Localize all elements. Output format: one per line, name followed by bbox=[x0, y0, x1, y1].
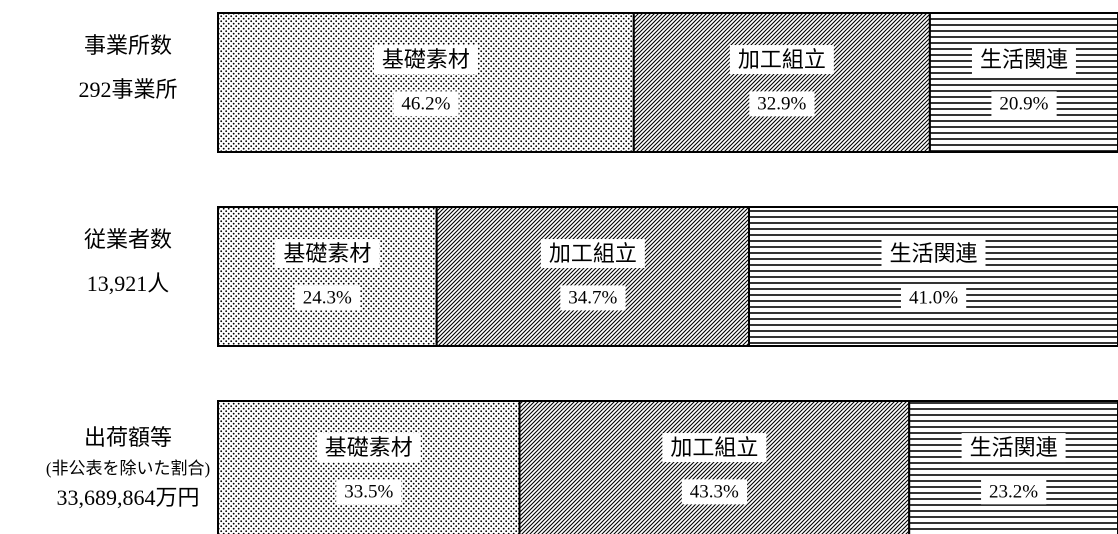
category-label: (非公表を除いた割合) bbox=[46, 459, 210, 478]
data-label: 生活関連 bbox=[970, 435, 1058, 460]
category-label: 事業所数 bbox=[84, 33, 172, 58]
bar-segment bbox=[632, 12, 931, 153]
bar-segment bbox=[748, 206, 1118, 347]
bar-segment bbox=[217, 400, 521, 534]
label-background bbox=[540, 239, 645, 269]
label-background bbox=[336, 479, 402, 505]
label-background bbox=[981, 479, 1047, 505]
label-background bbox=[971, 45, 1076, 75]
label-background bbox=[560, 285, 626, 311]
data-label: 基礎素材 bbox=[325, 435, 413, 460]
data-label: 33.5% bbox=[344, 481, 393, 502]
label-background bbox=[991, 91, 1057, 117]
data-label: 24.3% bbox=[303, 287, 352, 308]
label-background bbox=[275, 239, 380, 269]
label-background bbox=[881, 239, 986, 269]
data-label: 加工組立 bbox=[549, 241, 637, 266]
bar-segment bbox=[908, 400, 1118, 534]
label-background bbox=[729, 45, 834, 75]
category-label: 33,689,864万円 bbox=[56, 485, 199, 510]
data-label: 23.2% bbox=[989, 481, 1038, 502]
data-label: 41.0% bbox=[909, 287, 958, 308]
label-background bbox=[749, 91, 815, 117]
label-background bbox=[900, 285, 967, 311]
bar-segment bbox=[435, 206, 750, 347]
label-background bbox=[393, 91, 459, 117]
data-label: 加工組立 bbox=[738, 47, 826, 72]
category-label: 292事業所 bbox=[78, 77, 177, 102]
label-background bbox=[961, 433, 1066, 463]
data-label: 生活関連 bbox=[980, 47, 1068, 72]
category-label: 従業者数 bbox=[84, 227, 172, 252]
data-label: 基礎素材 bbox=[283, 241, 371, 266]
label-background bbox=[681, 479, 748, 505]
label-background bbox=[294, 285, 361, 311]
bar-segment bbox=[928, 12, 1118, 153]
data-label: 43.3% bbox=[690, 481, 739, 502]
data-label: 32.9% bbox=[757, 93, 806, 114]
data-label: 46.2% bbox=[401, 93, 450, 114]
data-label: 生活関連 bbox=[889, 241, 977, 266]
label-background bbox=[316, 433, 421, 463]
label-background bbox=[662, 433, 767, 463]
bar-segment bbox=[217, 206, 438, 347]
bar-segment bbox=[518, 400, 911, 534]
category-label: 出荷額等 bbox=[84, 425, 172, 450]
data-label: 基礎素材 bbox=[382, 47, 470, 72]
bar-segment bbox=[217, 12, 635, 153]
category-label: 13,921人 bbox=[87, 271, 170, 296]
data-label: 34.7% bbox=[568, 287, 617, 308]
label-background bbox=[373, 45, 478, 75]
data-label: 加工組立 bbox=[670, 435, 758, 460]
data-label: 20.9% bbox=[999, 93, 1048, 114]
